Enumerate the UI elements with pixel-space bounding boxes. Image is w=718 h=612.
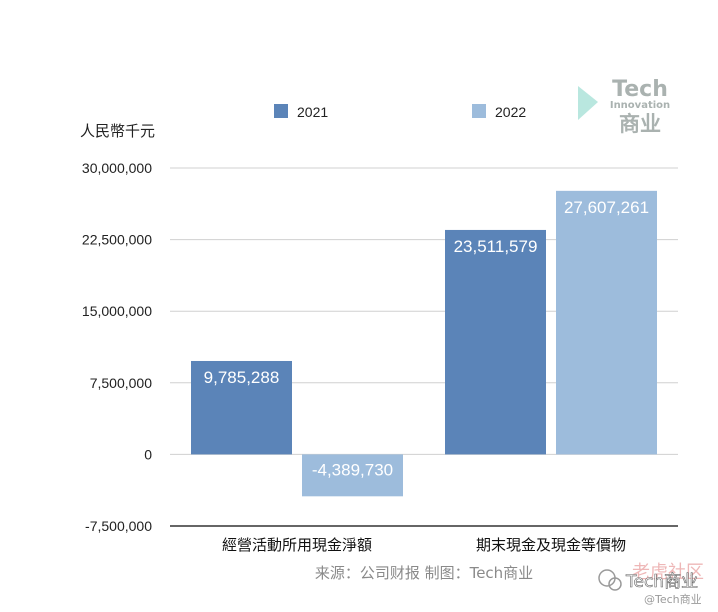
brand-arrow-icon xyxy=(578,86,598,120)
brand-watermark-subtitle: Innovation xyxy=(610,100,670,111)
bar-2021-0 xyxy=(191,360,292,455)
account-handle-watermark: @Tech商业 xyxy=(644,592,702,606)
legend-swatch-2021 xyxy=(274,104,288,118)
data-label-2021-0: 9,785,288 xyxy=(204,368,280,387)
source-caption: 来源：公司财报 制图：Tech商业 xyxy=(315,564,533,582)
y-tick-label-3: 7,500,000 xyxy=(90,375,152,391)
data-labels: 9,785,288 -4,389,730 23,511,579 27,607,261 xyxy=(204,198,649,480)
brand-watermark-title: Tech xyxy=(612,77,668,102)
bars xyxy=(191,190,657,497)
bar-2022-0 xyxy=(302,454,403,497)
y-tick-label-2: 15,000,000 xyxy=(82,303,152,319)
legend-swatch-2022 xyxy=(472,104,486,118)
x-category-label-0: 經營活動所用現金淨額 xyxy=(222,536,372,554)
bar-2022-1 xyxy=(556,190,657,455)
y-unit-label: 人民幣千元 xyxy=(80,122,155,140)
y-tick-label-1: 22,500,000 xyxy=(82,232,152,248)
legend-label-2021: 2021 xyxy=(297,104,328,120)
y-tick-label-4: 0 xyxy=(144,446,152,462)
brand-watermark-cn: 商业 xyxy=(619,112,661,136)
bar-2021-1 xyxy=(445,229,546,455)
tech-brand-watermark: Tech Innovation 商业 xyxy=(578,77,670,136)
legend-label-2022: 2022 xyxy=(495,104,526,120)
community-watermark: 老虎社区 xyxy=(632,562,704,583)
y-tick-label-0: 30,000,000 xyxy=(82,160,152,176)
account-name-watermark: Tech商业 xyxy=(625,572,698,592)
legend: 2021 2022 xyxy=(274,104,526,120)
x-axis-category-labels: 經營活動所用現金淨額 期末現金及現金等價物 xyxy=(222,536,626,554)
x-category-label-1: 期末現金及現金等價物 xyxy=(476,536,626,554)
account-watermark: 老虎社区 Tech商业 @Tech商业 xyxy=(598,562,704,606)
data-label-2022-0: -4,389,730 xyxy=(312,460,393,479)
data-label-2022-1: 27,607,261 xyxy=(564,198,649,217)
data-label-2021-1: 23,511,579 xyxy=(454,237,538,256)
y-axis-tick-labels: 30,000,000 22,500,000 15,000,000 7,500,000 0… xyxy=(82,160,152,534)
y-tick-label-5: -7,500,000 xyxy=(85,518,152,534)
